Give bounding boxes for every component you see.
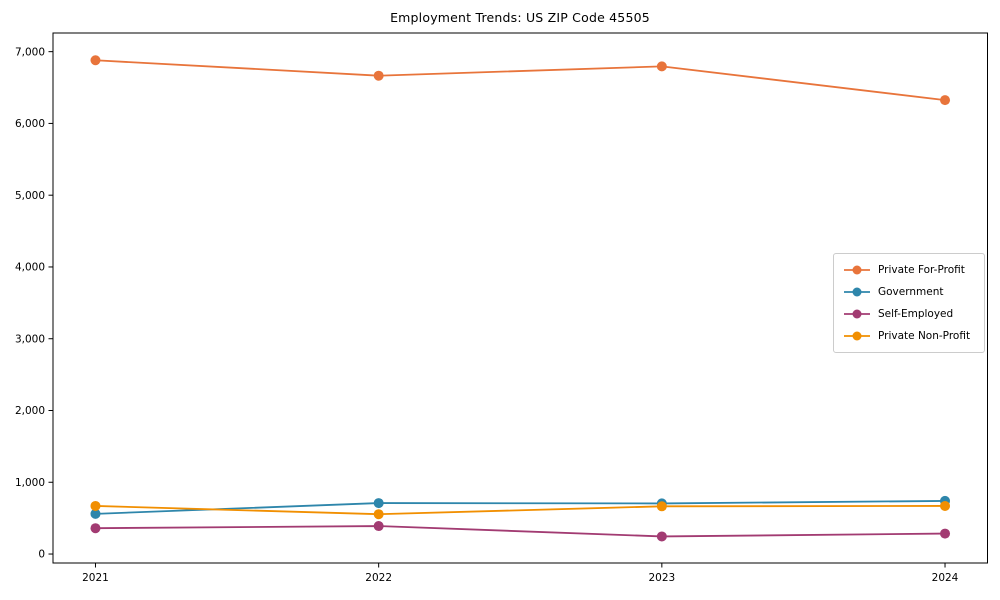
x-tick-label: 2024 — [932, 572, 959, 584]
data-point — [656, 501, 667, 512]
x-tick-label: 2021 — [82, 572, 109, 584]
data-point — [90, 55, 101, 66]
data-point — [373, 521, 384, 532]
chart-title: Employment Trends: US ZIP Code 45505 — [390, 10, 650, 25]
legend-item: Private For-Profit — [843, 259, 976, 281]
series-line-0 — [95, 59, 946, 101]
data-point — [373, 498, 384, 509]
chart-legend: Private For-Profit Government Self-Employe… — [833, 253, 985, 353]
series-line-2 — [95, 525, 946, 538]
legend-label: Self-Employed — [878, 308, 954, 320]
data-point — [940, 528, 951, 539]
y-tick-label: 4,000 — [15, 262, 45, 274]
data-point — [656, 531, 667, 542]
series-line-1 — [95, 500, 946, 515]
legend-label: Private Non-Profit — [878, 330, 971, 342]
legend-label: Government — [878, 286, 944, 298]
data-point — [90, 500, 101, 511]
legend-line-marker-icon — [844, 265, 870, 275]
y-tick-label: 3,000 — [15, 333, 45, 345]
x-tick-label: 2022 — [365, 572, 392, 584]
legend-item: Self-Employed — [843, 303, 976, 325]
plot-frame — [52, 32, 988, 564]
y-tick-label: 2,000 — [15, 405, 45, 417]
legend-line-marker-icon — [844, 287, 870, 297]
series-line-3 — [95, 505, 946, 516]
data-point — [940, 95, 951, 106]
y-tick-label: 7,000 — [15, 46, 45, 58]
x-tick-label: 2023 — [648, 572, 675, 584]
data-point — [373, 70, 384, 81]
y-tick-label: 1,000 — [15, 477, 45, 489]
y-tick-label: 5,000 — [15, 190, 45, 202]
y-tick-label: 0 — [38, 549, 45, 561]
y-tick-label: 6,000 — [15, 118, 45, 130]
legend-item: Government — [843, 281, 976, 303]
data-point — [90, 523, 101, 534]
legend-label: Private For-Profit — [878, 264, 965, 276]
data-point — [656, 61, 667, 72]
data-point — [940, 500, 951, 511]
data-point — [90, 508, 101, 519]
legend-line-marker-icon — [844, 309, 870, 319]
data-point — [373, 509, 384, 520]
legend-item: Private Non-Profit — [843, 325, 976, 347]
legend-line-marker-icon — [844, 331, 870, 341]
